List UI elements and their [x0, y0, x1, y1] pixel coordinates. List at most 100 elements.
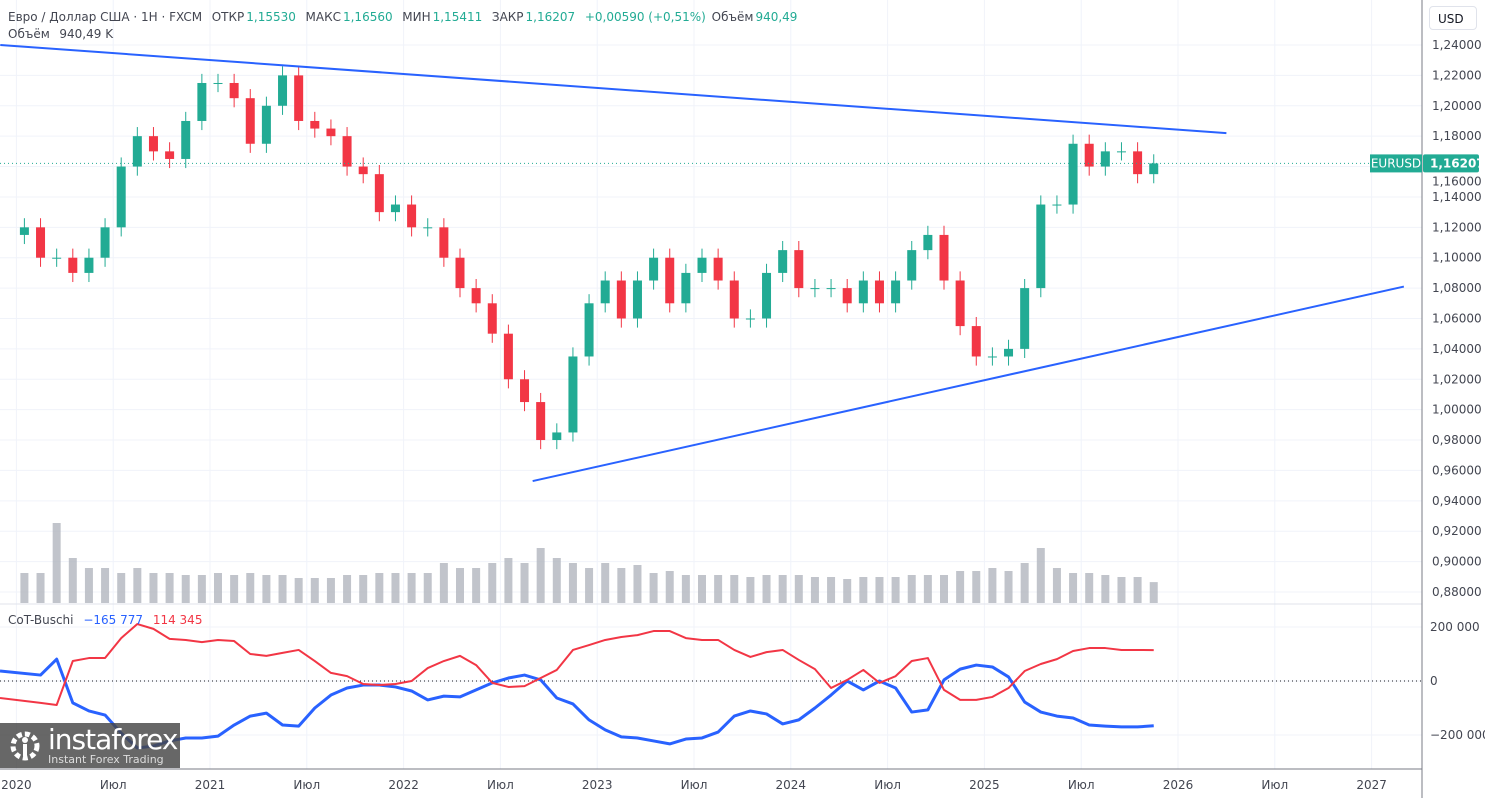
candle-body [165, 151, 175, 159]
volume-bar [294, 578, 303, 603]
volume-bar [956, 571, 965, 603]
time-tick-label: 2024 [776, 778, 807, 792]
symbol-tag: EURUSD [1371, 156, 1421, 170]
volume-bar [649, 573, 658, 603]
volume-bar [101, 568, 110, 603]
price-tick-label: 1,06000 [1432, 311, 1482, 325]
volume-bar [1036, 548, 1045, 603]
candle-body [52, 257, 62, 259]
volume-bar [504, 558, 513, 603]
price-tick-label: 1,24000 [1432, 38, 1482, 52]
volume-bar [359, 575, 368, 603]
volume-bar [1117, 577, 1126, 603]
time-tick-label: 2025 [969, 778, 1000, 792]
price-tick-label: 1,16000 [1432, 174, 1482, 188]
volume-bar [972, 571, 981, 603]
volume-bar [439, 563, 448, 603]
candle-body [520, 379, 530, 403]
candle-body [1100, 151, 1110, 167]
price-tick-label: 1,14000 [1432, 190, 1482, 204]
candle-body [148, 136, 158, 152]
volume-bar [181, 575, 190, 603]
cot-red-value: 114 345 [152, 613, 203, 627]
volume-bar [633, 565, 642, 603]
candle-body [584, 303, 594, 357]
volume-bar [520, 563, 529, 603]
time-tick-label: 2026 [1163, 778, 1194, 792]
volume-bar [827, 577, 836, 603]
candle-body [390, 204, 400, 213]
volume-bar [117, 573, 126, 603]
cot-blue-value: −165 777 [83, 613, 143, 627]
volume-bar [1101, 575, 1110, 603]
candle-body [68, 257, 78, 273]
price-tick-label: 1,04000 [1432, 342, 1482, 356]
price-tick-label: 0,98000 [1432, 433, 1482, 447]
candle-body [229, 82, 239, 99]
volume-bar [552, 558, 561, 603]
candle-body [729, 280, 739, 319]
candle-body [568, 356, 578, 433]
volume-bar [1020, 563, 1029, 603]
price-tick-label: 1,08000 [1432, 281, 1482, 295]
candle-body [907, 250, 917, 281]
candle-body [116, 166, 126, 228]
time-tick-label: Июл [1068, 778, 1095, 792]
volume-label: Объём [8, 27, 50, 41]
volume-bar [488, 563, 497, 603]
volume-inline-value: 940,49 [755, 10, 798, 24]
candle-body [745, 318, 755, 320]
volume-bar [585, 568, 594, 603]
price-tick-label: 1,02000 [1432, 372, 1482, 386]
candle-body [697, 257, 707, 273]
open-value: 1,15530 [246, 10, 296, 24]
time-tick-label: Июл [487, 778, 514, 792]
candle-body [923, 234, 933, 251]
volume-bar [762, 575, 771, 603]
candle-body [294, 75, 304, 121]
candle-body [955, 280, 965, 327]
candle-body [1084, 143, 1094, 167]
trendline-resistance [0, 44, 1227, 135]
cot-legend: CoT-Buschi −165 777 114 345 [8, 613, 202, 627]
volume-bar [681, 575, 690, 603]
cot-tick-label: 200 000 [1430, 620, 1480, 634]
time-tick-label: 2023 [582, 778, 613, 792]
time-tick-label: 2020 [1, 778, 32, 792]
volume-bar [310, 578, 319, 603]
candle-body [616, 280, 626, 319]
cot-name: CoT-Buschi [8, 613, 74, 627]
candle-body [439, 227, 449, 258]
instaforex-logo: instaforex Instant Forex Trading [0, 723, 180, 768]
candle-body [665, 257, 675, 304]
candle-body [536, 402, 546, 441]
time-tick-label: Июл [681, 778, 708, 792]
cot-red-line [0, 623, 1154, 707]
change-value: +0,00590 (+0,51%) [584, 10, 706, 24]
price-tick-label: 0,90000 [1432, 555, 1482, 569]
price-tick-label: 0,96000 [1432, 463, 1482, 477]
currency-button[interactable]: USD [1429, 6, 1477, 30]
volume-bar [568, 563, 577, 603]
volume-bar [20, 573, 29, 603]
candle-body [794, 250, 804, 289]
candle-body [36, 227, 46, 258]
high-value: 1,16560 [342, 10, 393, 24]
candle-body [423, 227, 433, 229]
volume-bar [278, 575, 287, 603]
candle-body [84, 257, 94, 273]
volume-bar [746, 577, 755, 603]
volume-bar [68, 558, 77, 603]
volume-bar [1069, 573, 1078, 603]
volume-bar [230, 575, 239, 603]
candle-body [1068, 143, 1078, 205]
volume-bar [778, 575, 787, 603]
volume-bar [375, 573, 384, 603]
candle-body [261, 105, 271, 144]
volume-bar [391, 573, 400, 603]
volume-bar [1133, 577, 1142, 603]
candle-body [874, 280, 884, 304]
volume-bar [197, 575, 206, 603]
close-label: ЗАКР [491, 10, 524, 24]
